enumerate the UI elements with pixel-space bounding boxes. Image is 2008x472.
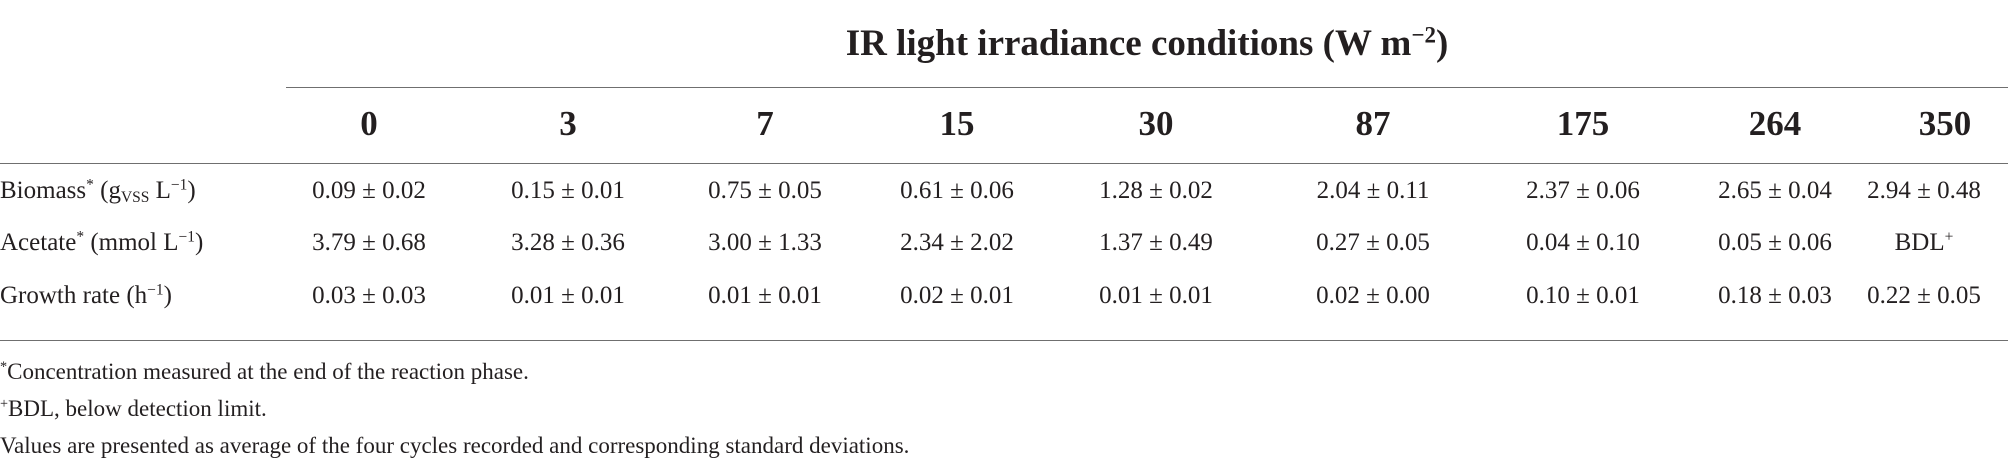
table-cell: 0.01 ± 0.01 [1099, 282, 1213, 309]
table-cell: 2.94 ± 0.48 [1867, 177, 1981, 204]
table-cell: 2.34 ± 2.02 [900, 229, 1014, 256]
table-cell: 1.37 ± 0.49 [1099, 229, 1213, 256]
irradiance-group-header: IR light irradiance conditions (W m−2) [286, 20, 2008, 68]
table-cell: 3.00 ± 1.33 [708, 229, 822, 256]
column-header-30: 30 [1138, 104, 1174, 143]
table-cell-bdl: BDL+ [1894, 228, 1954, 256]
table-cell: 0.09 ± 0.02 [312, 177, 426, 204]
group-header-exponent: −2 [1411, 22, 1436, 48]
table-cell: 0.01 ± 0.01 [708, 282, 822, 309]
column-header-264: 264 [1748, 104, 1802, 143]
table-cell: 0.05 ± 0.06 [1718, 229, 1832, 256]
footnote-values: Values are presented as average of the f… [0, 433, 910, 458]
header-rule [0, 163, 2008, 164]
column-header-15: 15 [939, 104, 975, 143]
row-label-acetate: Acetate* (mmol L−1) [0, 228, 204, 256]
table-cell: 0.22 ± 0.05 [1867, 282, 1981, 309]
table-cell: 0.02 ± 0.01 [900, 282, 1014, 309]
group-header-text: IR light irradiance conditions (W m [845, 23, 1412, 64]
table-cell: 0.61 ± 0.06 [900, 177, 1014, 204]
table-bottom-rule [0, 340, 2008, 341]
column-header-350: 350 [1918, 104, 1972, 143]
table-cell: 0.02 ± 0.00 [1316, 282, 1430, 309]
column-header-0: 0 [360, 104, 378, 143]
table-cell: 0.04 ± 0.10 [1526, 229, 1640, 256]
table-cell: 0.01 ± 0.01 [511, 282, 625, 309]
table-cell: 3.79 ± 0.68 [312, 229, 426, 256]
row-label-biomass: Biomass* (gVSS L−1) [0, 176, 196, 206]
table-cell: 3.28 ± 0.36 [511, 229, 625, 256]
table-cell: 1.28 ± 0.02 [1099, 177, 1213, 204]
table-cell: 0.10 ± 0.01 [1526, 282, 1640, 309]
table-cell: 2.65 ± 0.04 [1718, 177, 1832, 204]
table-cell: 2.37 ± 0.06 [1526, 177, 1640, 204]
table-cell: 0.27 ± 0.05 [1316, 229, 1430, 256]
column-header-87: 87 [1355, 104, 1391, 143]
column-header-7: 7 [756, 104, 774, 143]
column-header-3: 3 [559, 104, 577, 143]
group-header-rule [286, 87, 2008, 88]
group-header-close: ) [1435, 23, 1449, 64]
table-cell: 0.75 ± 0.05 [708, 177, 822, 204]
footnote-bdl: +BDL, below detection limit. [0, 396, 267, 421]
table-cell: 0.18 ± 0.03 [1718, 282, 1832, 309]
table-cell: 0.15 ± 0.01 [511, 177, 625, 204]
footnote-concentration: *Concentration measured at the end of th… [0, 359, 529, 384]
row-label-growth-rate: Growth rate (h−1) [0, 281, 172, 309]
table-cell: 2.04 ± 0.11 [1316, 177, 1430, 204]
table-cell: 0.03 ± 0.03 [312, 282, 426, 309]
column-header-175: 175 [1556, 104, 1610, 143]
